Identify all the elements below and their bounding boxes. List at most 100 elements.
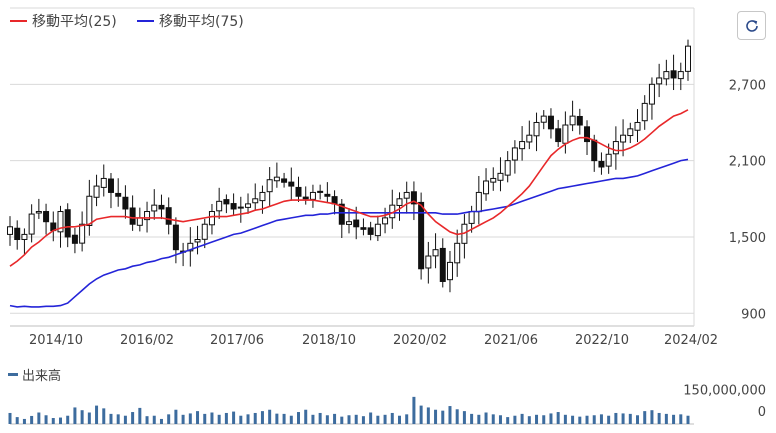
volume-bar — [203, 413, 207, 424]
volume-bar — [123, 415, 127, 424]
x-tick-label: 2016/02 — [120, 333, 174, 348]
volume-bar — [361, 416, 365, 424]
candle-body — [201, 223, 208, 240]
volume-bar — [513, 415, 517, 424]
candle-body — [158, 204, 165, 210]
volume-axis: 0 150,000,000 — [683, 384, 766, 421]
volume-bar — [246, 414, 250, 424]
legend-volume-label: 出来高 — [22, 369, 62, 384]
volume-bar — [419, 405, 423, 424]
candle-body — [309, 191, 316, 200]
volume-bar — [563, 414, 567, 424]
volume-bar — [304, 409, 308, 424]
candle-body — [598, 160, 605, 168]
volume-bar — [679, 414, 683, 424]
volume-bar — [520, 413, 524, 424]
candle-body — [403, 191, 410, 199]
y-tick-label: 2,100 — [729, 155, 766, 170]
candle-body — [21, 233, 28, 240]
volume-bar — [390, 412, 394, 424]
volume-bar — [181, 414, 185, 424]
volume-bar — [412, 396, 416, 424]
candle-body — [468, 211, 475, 224]
candle-body — [187, 242, 194, 252]
candle-body — [107, 178, 114, 193]
candle-body — [223, 199, 230, 205]
candle-body — [454, 242, 461, 264]
legend-volume: 出来高 — [8, 365, 61, 384]
candle-body — [86, 195, 93, 226]
candle-body — [353, 219, 360, 228]
volume-bar — [542, 415, 546, 424]
candle-body — [288, 181, 295, 187]
candle-body — [641, 102, 648, 122]
refresh-icon — [745, 19, 758, 32]
candle-body — [14, 227, 21, 241]
legend-ma25-label: 移動平均(25) — [32, 14, 117, 30]
candle-body — [656, 77, 663, 85]
candle-body — [677, 71, 684, 80]
volume-swatch — [8, 373, 18, 376]
volume-bar — [282, 413, 286, 424]
volume-bar — [145, 416, 149, 424]
volume-bar — [506, 417, 510, 424]
volume-bar — [275, 413, 279, 424]
candle-body — [576, 115, 583, 126]
candle-body — [547, 115, 554, 130]
volume-bar — [549, 413, 553, 424]
candle-body — [237, 206, 244, 209]
candle-body — [43, 211, 50, 223]
candle-body — [230, 203, 237, 210]
volume-bar — [268, 409, 272, 424]
volume-bar — [109, 413, 113, 424]
candle-body — [418, 201, 425, 270]
x-tick-label: 2014/10 — [29, 333, 83, 348]
volume-bar — [383, 414, 387, 424]
candle-body — [194, 239, 201, 243]
volume-bar — [15, 417, 19, 424]
volume-bar — [22, 418, 26, 424]
volume-bar — [354, 414, 358, 424]
candle-body — [562, 124, 569, 144]
volume-bar — [138, 407, 142, 424]
candle-body — [259, 191, 266, 202]
volume-bar — [80, 410, 84, 424]
candle-body — [302, 196, 309, 200]
volume-bar — [58, 417, 62, 424]
volume-bar — [311, 414, 315, 424]
legend-ma75-label: 移動平均(75) — [159, 14, 244, 30]
volume-bar — [73, 407, 77, 424]
x-tick-label: 2017/06 — [210, 333, 264, 348]
volume-bar — [224, 412, 228, 424]
candle-body — [64, 209, 71, 238]
volume-bar — [159, 418, 163, 424]
volume-tick-label: 150,000,000 — [683, 384, 766, 399]
candle-body — [151, 204, 158, 212]
volume-bar — [686, 415, 690, 424]
candle-body — [519, 141, 526, 150]
candle-body — [324, 193, 331, 197]
price-axis: 900 1,500 2,100 2,700 — [729, 78, 766, 322]
price-gridlines — [10, 7, 695, 327]
y-tick-label: 1,500 — [729, 231, 766, 246]
candle-body — [497, 172, 504, 181]
volume-bar — [188, 413, 192, 424]
candle-body — [28, 213, 35, 235]
candle-body — [490, 177, 497, 183]
candle-body — [57, 211, 64, 233]
volume-tick-label: 0 — [758, 405, 766, 420]
refresh-button[interactable] — [737, 11, 766, 40]
volume-bar — [369, 412, 373, 424]
volume-bar — [260, 411, 264, 424]
candle-body — [439, 247, 446, 282]
candle-body — [526, 134, 533, 143]
time-axis: 2014/10 2016/02 2017/06 2018/10 2020/02 2021/… — [29, 333, 718, 348]
ma25-line — [9, 109, 689, 267]
volume-bar — [643, 411, 647, 424]
candlestick-series — [7, 39, 691, 293]
volume-bar — [289, 415, 293, 424]
candle-body — [612, 141, 619, 155]
volume-bar — [8, 412, 12, 424]
volume-bar — [441, 410, 445, 424]
candle-body — [100, 177, 107, 188]
